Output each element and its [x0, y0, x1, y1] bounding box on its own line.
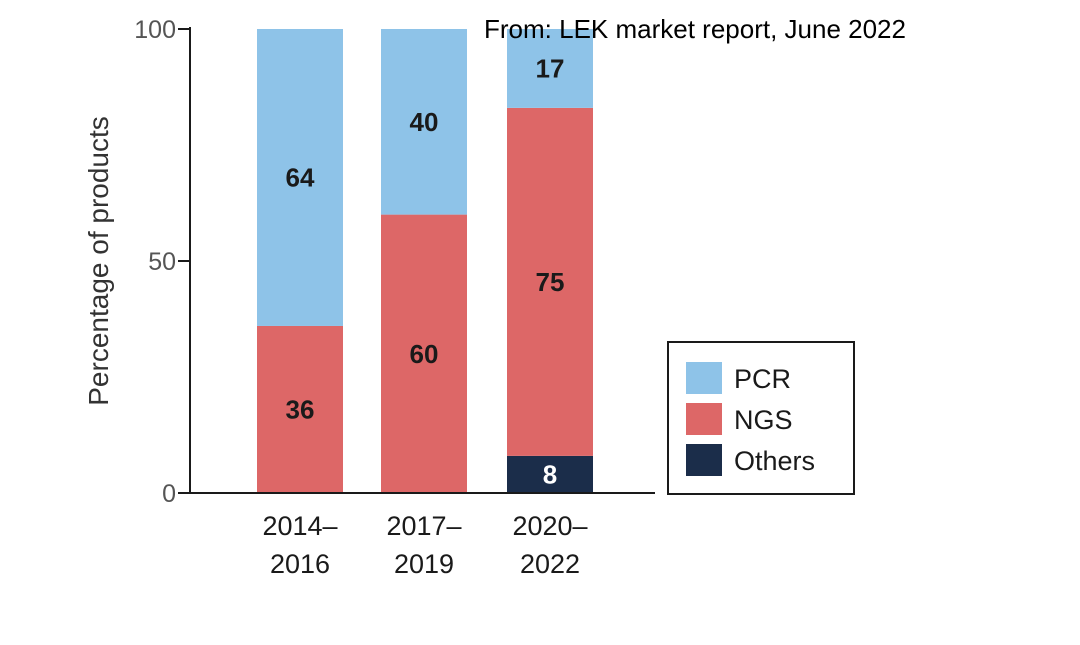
data-label-ngs-2: 60 — [410, 339, 439, 369]
x-tick-label-1-line-1: 2014– — [262, 511, 337, 541]
legend-label-pcr: PCR — [734, 364, 791, 394]
y-tick-label-50: 50 — [148, 248, 176, 276]
bar-pcr-2 — [381, 29, 467, 215]
x-tick-label-2-line-2: 2019 — [394, 549, 454, 579]
x-tick-label-3-line-2: 2022 — [520, 549, 580, 579]
bar-pcr-3 — [507, 29, 593, 108]
data-label-pcr-1: 64 — [286, 162, 315, 192]
legend-swatch-others — [686, 444, 722, 476]
bar-pcr-1 — [257, 29, 343, 326]
data-label-pcr-3: 17 — [536, 53, 565, 83]
bar-ngs-3 — [507, 107, 593, 456]
data-label-ngs-1: 36 — [286, 394, 315, 424]
x-tick-label-1-line-2: 2016 — [270, 549, 330, 579]
data-label-others-3: 8 — [543, 459, 557, 489]
bar-ngs-2 — [381, 214, 467, 493]
legend-label-others: Others — [734, 446, 815, 476]
bar-ngs-1 — [257, 325, 343, 493]
source-note: From: LEK market report, June 2022 — [484, 14, 906, 44]
y-tick-label-0: 0 — [162, 480, 176, 508]
y-tick-label-100: 100 — [134, 16, 176, 44]
y-axis-title: Percentage of products — [83, 116, 114, 406]
legend-label-ngs: NGS — [734, 405, 793, 435]
data-label-ngs-3: 75 — [536, 267, 565, 297]
bar-others-3 — [507, 455, 593, 493]
data-label-pcr-2: 40 — [410, 107, 439, 137]
legend-swatch-ngs — [686, 403, 722, 435]
x-tick-label-2-line-1: 2017– — [386, 511, 461, 541]
x-tick-label-3-line-1: 2020– — [512, 511, 587, 541]
legend-swatch-pcr — [686, 362, 722, 394]
